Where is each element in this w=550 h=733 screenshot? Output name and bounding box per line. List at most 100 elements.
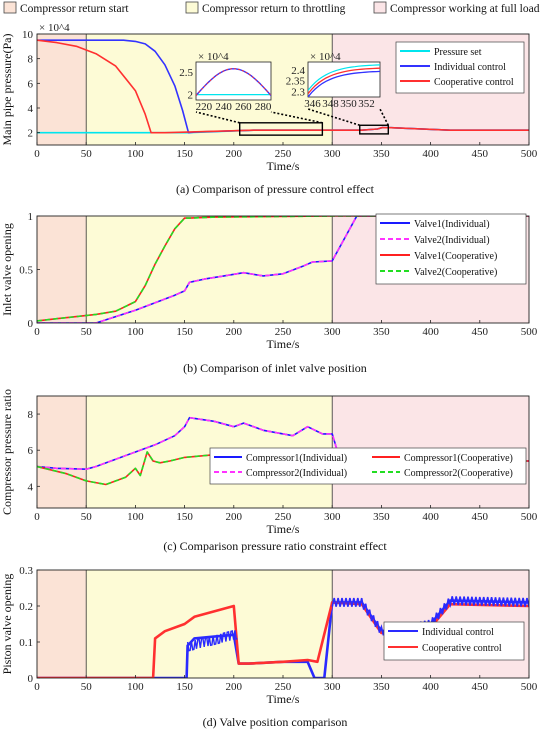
zoom-connector [379,108,390,126]
inset-line-individual-control [308,70,380,97]
series-line-valve2-individual [37,216,529,323]
x-tick-label: 150 [176,326,193,338]
phase-label-2: Compressor return to throttling [202,3,346,15]
x-tick-label: 150 [176,148,193,160]
x-tick-label: 0 [34,681,40,693]
panel-a-pressure: 0 50 100 150 200 250 300 350 400 450 500 2 4 6 8 10 Time… [0,22,538,173]
x-tick-label: 500 [521,148,538,160]
y-tick-label: 8 [28,54,34,66]
y-exponent-label: × 10^4 [39,22,70,34]
inset-line-cooperative-control [308,67,380,95]
y-tick-label: 6 [28,445,34,457]
legend-box [383,621,525,661]
legend-box [375,213,527,285]
y-tick-label: 0.2 [19,601,33,613]
inset-line-cooperative-control [196,68,271,96]
x-tick-label: 450 [472,681,489,693]
x-tick-label: 500 [521,326,538,338]
x-tick-label: 400 [422,681,439,693]
x-tick-label: 450 [472,326,489,338]
x-tick-label: 50 [81,511,93,523]
y-axis-label: Compressor pressure ratio [0,389,14,515]
caption-a: (a) Comparison of pressure control effec… [176,182,375,196]
y-tick-label: 0 [28,318,34,330]
inset-y-tick-label: 2.5 [179,67,193,79]
phase-swatch-3 [373,1,387,14]
x-tick-label: 0 [34,148,40,160]
y-tick-label: 2 [28,128,34,140]
y-tick-label: 8 [28,409,34,421]
inset-frame [195,61,272,101]
inset-y-tick-label: 2.3 [291,87,305,99]
x-tick-label: 450 [472,511,489,523]
x-tick-label: 150 [176,681,193,693]
inset-y-tick-label: 2.35 [286,76,306,88]
x-tick-label: 200 [226,326,243,338]
x-tick-label: 500 [521,511,538,523]
x-tick-label: 500 [521,681,538,693]
x-tick-label: 250 [275,681,292,693]
x-tick-label: 300 [324,681,341,693]
inset-y-tick-label: 2 [188,90,194,102]
legend-box [209,447,527,485]
caption-c: (c) Comparison pressure ratio constraint… [163,539,387,553]
caption-d: (d) Valve position comparison [203,715,348,729]
x-tick-label: 250 [275,148,292,160]
series-line-cooperative-control [37,39,529,134]
inset-exponent-label: × 10^4 [198,51,229,63]
x-tick-label: 200 [226,511,243,523]
series-group [37,39,529,134]
x-tick-label: 300 [324,511,341,523]
zoom-region-box [359,124,389,135]
phase-swatch-1 [3,1,17,14]
x-axis-label: Time/s [267,159,300,173]
caption-b: (b) Comparison of inlet valve position [183,361,367,375]
legend-label-valve1-cooperative: Valve1(Cooperative) [414,251,497,262]
inset-series [196,68,271,96]
phase-band-1 [37,216,87,323]
zoom-connector [195,111,240,124]
inset-x-tick-label: 220 [196,101,213,113]
phase-band-1 [37,34,87,145]
inset-x-tick-label: 240 [215,101,232,113]
y-tick-label: 6 [28,78,34,90]
series-noise-individual-control [186,630,238,652]
phase-header: Compressor return start Compressor retur… [3,1,540,15]
x-tick-label: 100 [127,326,144,338]
x-tick-label: 350 [373,148,390,160]
legend-label-pressure-set: Pressure set [434,47,482,58]
legend-label-valve2-individual: Valve2(Individual) [414,235,490,246]
phase-band-1 [37,570,87,678]
legend-label-compressor2-individual: Compressor2(Individual) [246,468,347,479]
inset-2: 346 348 350 352 2.32.352.4 × 10^4 [286,51,390,135]
inset-x-tick-label: 350 [340,98,357,110]
x-tick-label: 350 [373,511,390,523]
x-tick-label: 50 [81,681,93,693]
panel-d-piston-valve: 0 50 100 150 200 250 300 350 400 450 500 0 0.1 0.2 0.3… [0,565,538,706]
legend: Compressor1(Individual) Compressor1(Coope… [209,447,527,485]
y-tick-label: 4 [28,481,34,493]
x-tick-label: 250 [275,326,292,338]
x-axis-label: Time/s [267,522,300,536]
legend-label-cooperative-control: Cooperative control [434,77,514,88]
series-line-valve2-cooperative [37,216,529,322]
series-group [37,216,529,323]
x-tick-label: 200 [226,148,243,160]
inset-x-tick-label: 346 [304,98,321,110]
x-tick-label: 400 [422,326,439,338]
x-tick-label: 350 [373,681,390,693]
y-tick-label: 10 [22,29,34,41]
x-tick-label: 50 [81,326,93,338]
zoom-connector [270,111,323,124]
x-axis-label: Time/s [267,692,300,706]
inset-x-tick-label: 352 [358,98,375,110]
y-axis-label: Inlet valve opening [0,223,14,316]
legend-label-compressor2-cooperative: Compressor2(Cooperative) [404,468,513,479]
y-axis-label: Main pipe pressure(Pa) [0,34,14,146]
zoom-connector [307,108,360,127]
y-tick-label: 0.5 [19,265,33,277]
x-tick-label: 0 [34,511,40,523]
legend: Individual control Cooperative control [383,621,525,661]
panel-b-inlet-valve: 0 50 100 150 200 250 300 350 400 450 500 0 0.5 1 Time/… [0,211,538,351]
